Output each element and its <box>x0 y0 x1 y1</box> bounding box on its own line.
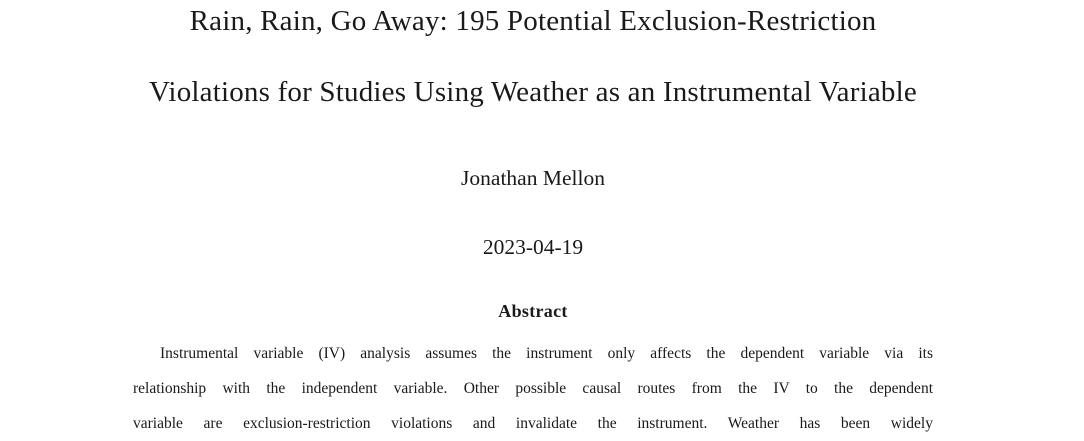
paper-title: Rain, Rain, Go Away: 195 Potential Exclu… <box>0 0 1066 109</box>
publication-date: 2023-04-19 <box>482 235 584 259</box>
author-name: Jonathan Mellon <box>461 166 605 190</box>
abstract-line-1: Instrumental variable (IV) analysis assu… <box>160 345 933 362</box>
paper-title-line-1: Rain, Rain, Go Away: 195 Potential Exclu… <box>189 5 877 37</box>
abstract-line-3: variable are exclusion-restriction viola… <box>133 415 933 432</box>
abstract-text: Instrumental variable (IV) analysis assu… <box>133 336 933 441</box>
abstract-line-2: relationship with the independent variab… <box>133 380 933 397</box>
abstract-heading: Abstract <box>498 301 568 321</box>
paper-title-line-2: Violations for Studies Using Weather as … <box>149 76 917 108</box>
